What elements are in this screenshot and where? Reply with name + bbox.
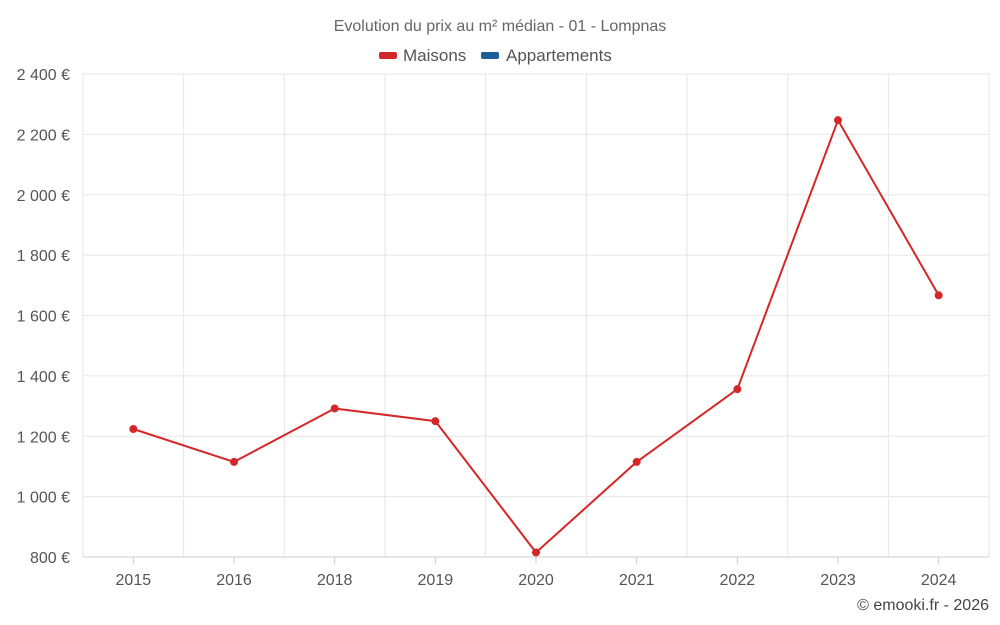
legend-swatch-appartements[interactable] xyxy=(481,52,499,59)
y-axis: 800 € 1 000 € 1 200 € 1 400 € 1 600 € 1 800 €… xyxy=(17,67,70,567)
y-tick-label: 1 400 € xyxy=(17,369,70,386)
legend-label-maisons[interactable]: Maisons xyxy=(403,46,466,65)
legend-swatch-maisons[interactable] xyxy=(379,52,397,59)
data-point-maisons[interactable] xyxy=(632,457,641,466)
y-tick-label: 800 € xyxy=(30,550,70,567)
data-point-maisons[interactable] xyxy=(834,116,842,125)
y-tick-label: 2 400 € xyxy=(17,67,70,84)
data-point-maisons[interactable] xyxy=(431,417,440,426)
data-point-maisons[interactable] xyxy=(129,425,138,434)
x-axis: 2015 2016 2018 2019 2020 2021 2022 2023 2024 xyxy=(83,556,989,589)
x-tick-label: 2023 xyxy=(820,572,856,589)
data-point-maisons[interactable] xyxy=(330,404,339,413)
credit-text: © emooki.fr - 2026 xyxy=(857,597,989,614)
y-tick-label: 2 000 € xyxy=(17,188,70,205)
x-tick-label: 2015 xyxy=(116,572,152,589)
y-tick-label: 1 000 € xyxy=(17,490,70,507)
x-tick-label: 2022 xyxy=(720,572,756,589)
x-tick-label: 2021 xyxy=(619,572,655,589)
x-tick-label: 2024 xyxy=(921,572,957,589)
series-line-maisons xyxy=(133,119,940,554)
data-point-maisons[interactable] xyxy=(230,457,238,466)
y-tick-label: 1 800 € xyxy=(17,248,70,265)
series-maisons xyxy=(129,116,943,557)
legend-label-appartements[interactable]: Appartements xyxy=(506,46,612,65)
data-point-maisons[interactable] xyxy=(532,548,540,557)
x-tick-label: 2018 xyxy=(317,572,353,589)
data-point-maisons[interactable] xyxy=(934,291,943,300)
x-tick-label: 2020 xyxy=(518,572,554,589)
legend: Maisons Appartements xyxy=(379,46,612,65)
y-tick-label: 1 200 € xyxy=(17,429,70,446)
y-tick-label: 2 200 € xyxy=(17,127,70,144)
y-tick-label: 1 600 € xyxy=(17,309,70,326)
grid xyxy=(82,73,990,557)
x-tick-label: 2016 xyxy=(216,572,252,589)
x-tick-label: 2019 xyxy=(418,572,454,589)
data-point-maisons[interactable] xyxy=(733,385,742,394)
chart-title: Evolution du prix au m² médian - 01 - Lo… xyxy=(334,18,667,35)
